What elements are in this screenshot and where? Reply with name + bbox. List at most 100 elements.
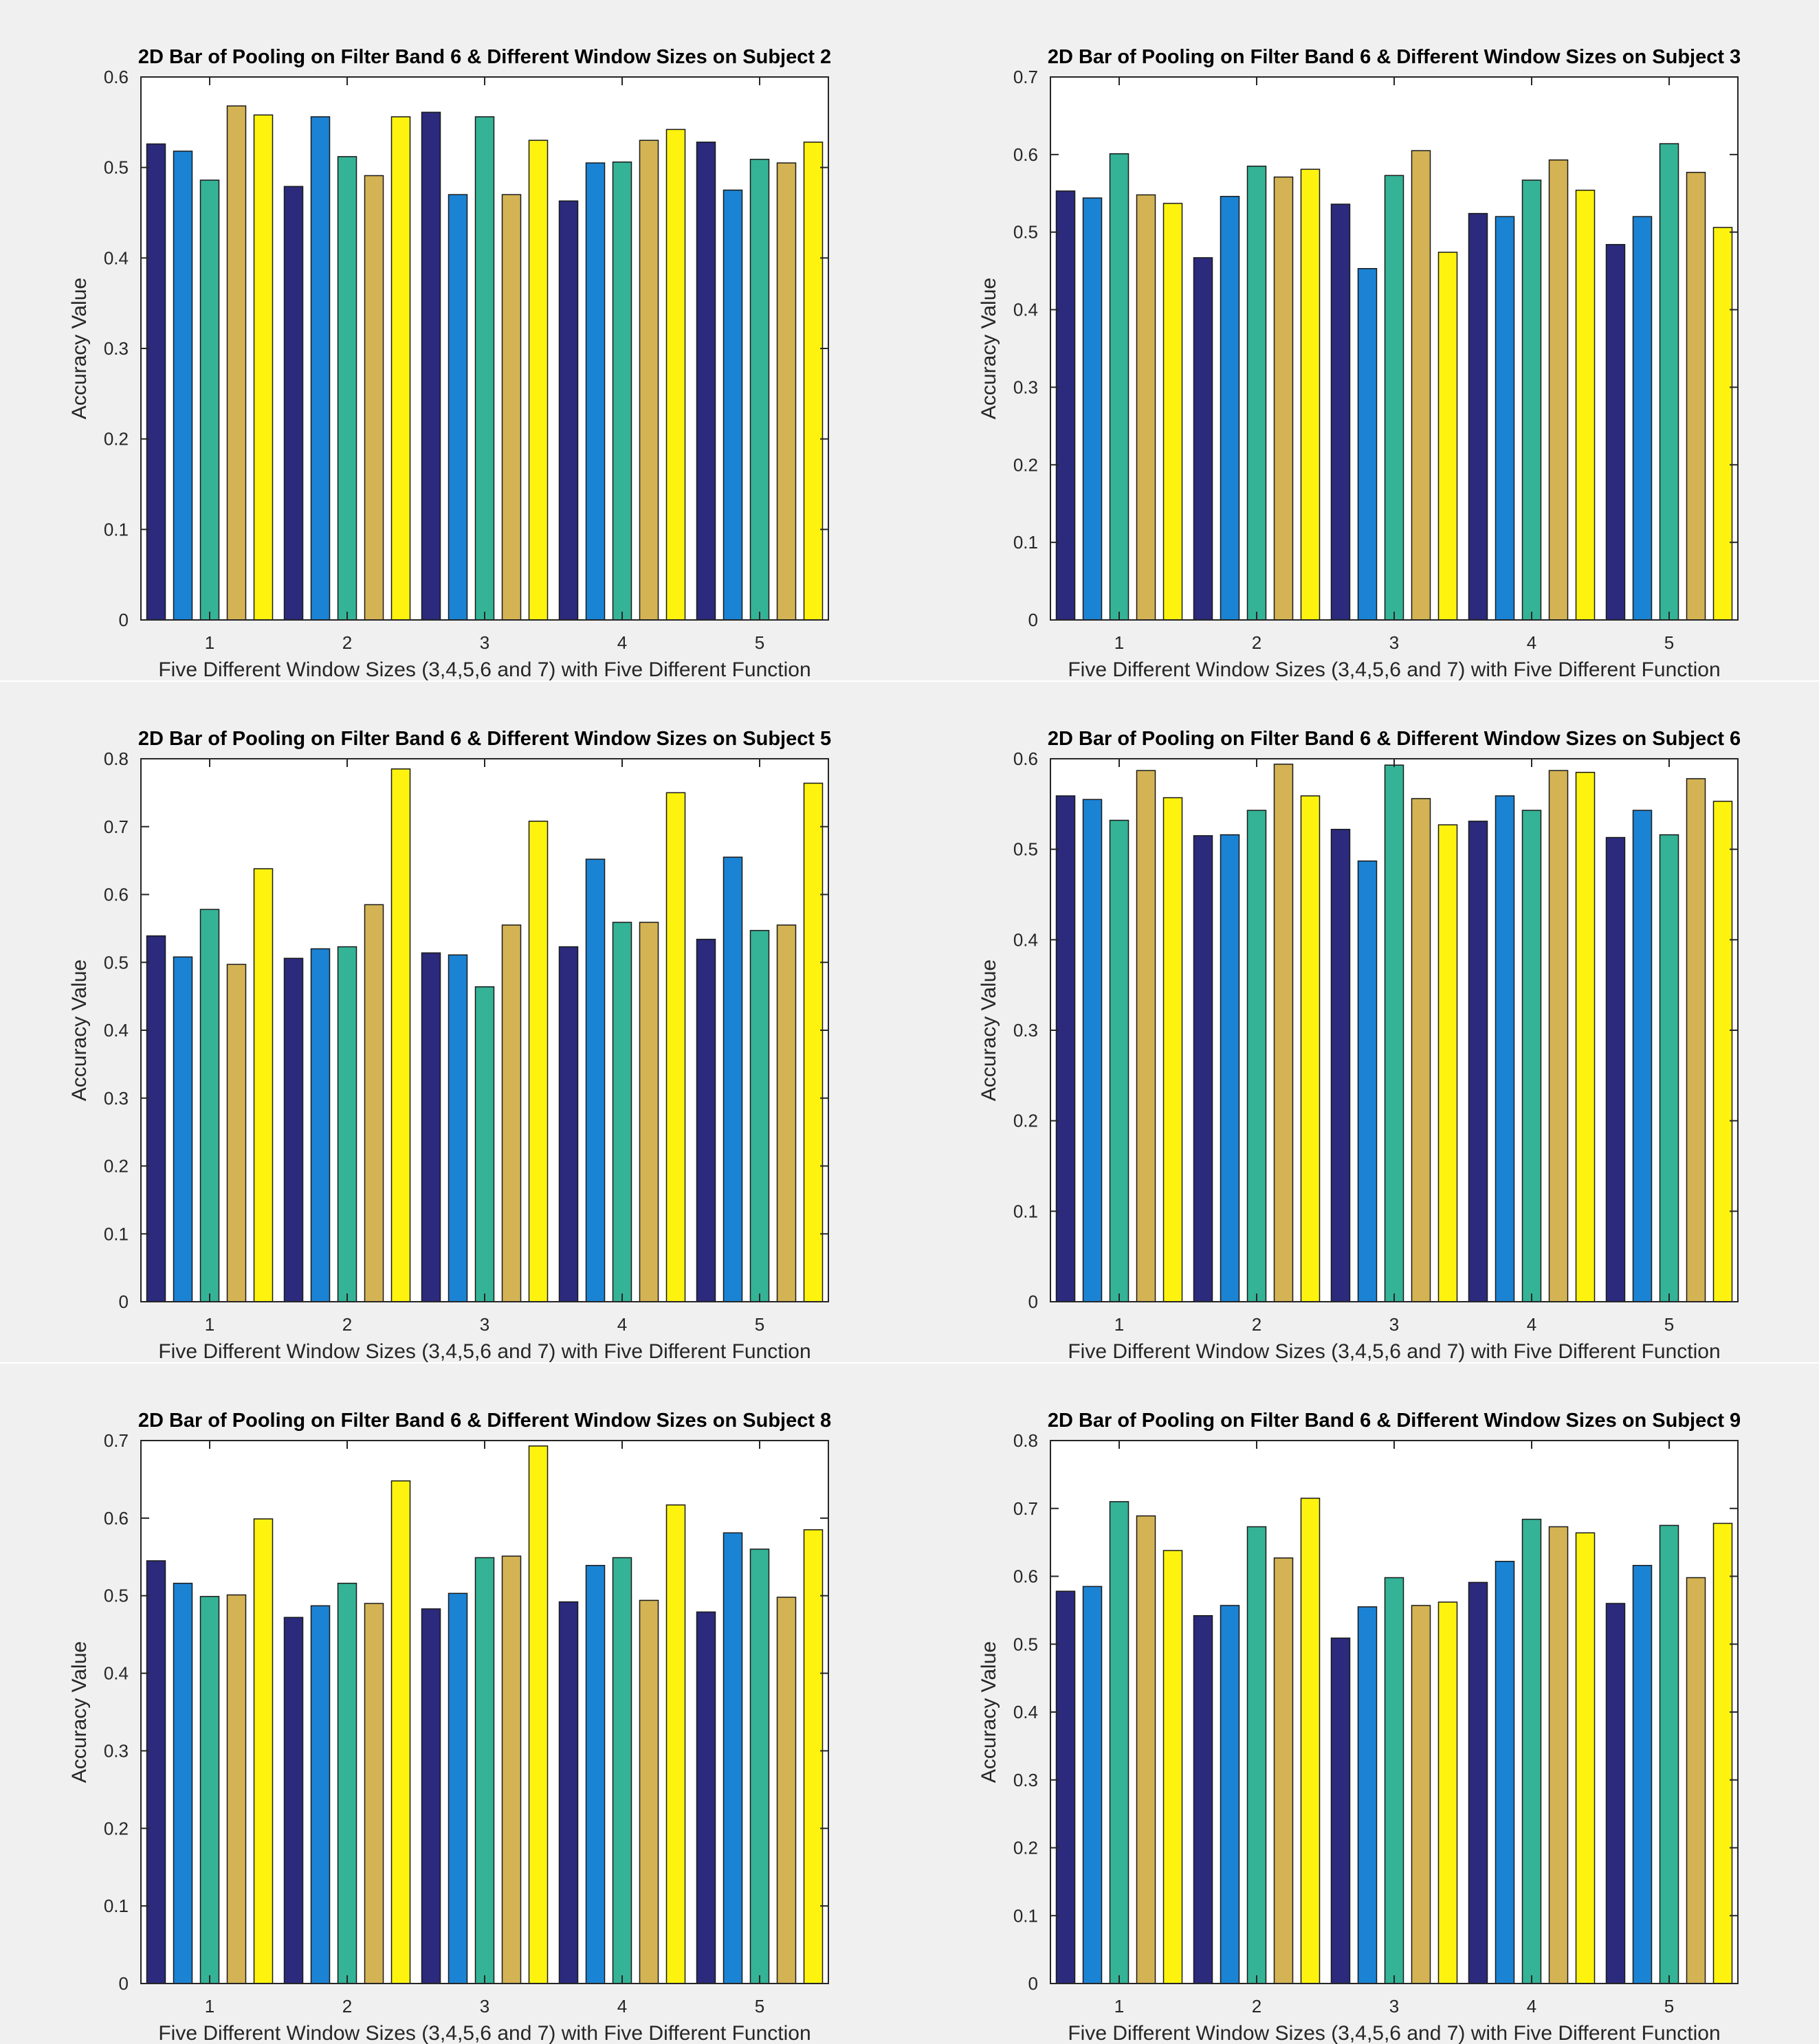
- bar-cat3-s4: [1411, 150, 1431, 621]
- bar-cat1-s4: [1136, 194, 1156, 621]
- y-tick-label: 0.6: [104, 1508, 129, 1529]
- chart-title: 2D Bar of Pooling on Filter Band 6 & Dif…: [1048, 728, 1741, 750]
- bar-cat5-s5: [803, 1529, 824, 1984]
- bar-cat1-s1: [146, 143, 166, 621]
- bar-cat3-s1: [1330, 1637, 1351, 1984]
- bar-cat2-s1: [283, 1617, 304, 1984]
- bar-cat4-s5: [1575, 772, 1596, 1302]
- x-axis-label: Five Different Window Sizes (3,4,5,6 and…: [1068, 1340, 1720, 1362]
- bar-cat2-s2: [1220, 834, 1240, 1302]
- bar-cat1-s2: [173, 956, 193, 1302]
- bar-cat1-s2: [1082, 1586, 1103, 1984]
- y-tick-label: 0.2: [1013, 1838, 1038, 1858]
- bar-cat4-s3: [612, 1557, 632, 1984]
- y-tick-label: 0.2: [104, 1818, 129, 1839]
- bar-cat4-s2: [1495, 216, 1515, 621]
- chart-title: 2D Bar of Pooling on Filter Band 6 & Dif…: [138, 728, 831, 750]
- bar-cat2-s2: [1220, 1605, 1240, 1984]
- bar-cat5-s5: [1712, 1522, 1733, 1984]
- y-tick-label: 0.2: [104, 1156, 129, 1177]
- bar-cat5-s2: [1632, 216, 1653, 621]
- bar-cat5-s5: [1712, 227, 1733, 621]
- bar-cat5-s2: [723, 189, 743, 621]
- bar-cat5-s2: [723, 856, 743, 1302]
- y-tick-label: 0.1: [104, 519, 129, 540]
- bar-cat3-s5: [1437, 1601, 1458, 1984]
- bar-cat3-s3: [474, 986, 495, 1302]
- y-tick-label: 0.3: [1013, 1770, 1038, 1790]
- bar-cat2-s4: [364, 1603, 384, 1984]
- bar-cat3-s4: [1411, 1605, 1431, 1984]
- x-tick-label: 1: [1114, 1996, 1124, 2017]
- x-tick-label: 3: [1389, 1314, 1399, 1335]
- bar-chart-svg: 0 0.1 0.2 0.3 0.4 0.5 0.6 0.7 0.8 1 2 3 4 5 2D Bar of …: [978, 1410, 1741, 2044]
- y-tick-label: 0.6: [104, 885, 129, 905]
- bar-chart-svg: 0 0.1 0.2 0.3 0.4 0.5 0.6 0.7 1 2 3 4 5 2D Bar of Poo…: [68, 1410, 831, 2044]
- bar-cat2-s2: [310, 116, 331, 621]
- bar-cat3-s5: [528, 140, 549, 621]
- y-tick-label: 0: [1028, 1973, 1038, 1994]
- y-tick-label: 0.4: [104, 247, 129, 268]
- bar-cat4-s1: [1468, 821, 1488, 1302]
- bar-cat4-s4: [1548, 159, 1569, 621]
- bar-cat3-s5: [528, 1445, 549, 1984]
- bar-cat3-s2: [448, 954, 468, 1302]
- bar-cat1-s2: [173, 1582, 193, 1984]
- y-tick-label: 0.4: [104, 1020, 129, 1041]
- bar-cat5-s1: [696, 1611, 716, 1984]
- y-tick-label: 0.5: [104, 952, 129, 973]
- bar-cat5-s3: [1659, 143, 1679, 621]
- bar-cat2-s3: [337, 156, 357, 621]
- bar-cat4-s5: [1575, 190, 1596, 621]
- bar-cat4-s5: [665, 1504, 686, 1984]
- bar-cat3-s1: [421, 1608, 441, 1984]
- y-tick-label: 0.4: [1013, 300, 1038, 320]
- x-tick-label: 4: [617, 632, 627, 653]
- bar-cat5-s5: [803, 142, 824, 621]
- y-tick-label: 0.7: [1013, 67, 1038, 87]
- bar-cat1-s2: [1082, 799, 1103, 1302]
- bar-cat3-s3: [474, 1557, 495, 1984]
- bar-cat1-s4: [226, 1594, 247, 1984]
- y-tick-label: 0.1: [1013, 532, 1038, 553]
- x-tick-label: 1: [205, 1314, 214, 1335]
- bar-cat4-s5: [665, 792, 686, 1302]
- bar-cat3-s1: [1330, 828, 1351, 1302]
- y-tick-label: 0.4: [104, 1663, 129, 1684]
- bar-cat2-s3: [337, 1582, 357, 1984]
- x-tick-label: 3: [480, 1996, 489, 2017]
- bar-cat1-s1: [1055, 190, 1076, 621]
- x-tick-label: 1: [1114, 1314, 1124, 1335]
- y-tick-label: 0: [119, 1291, 129, 1312]
- bar-cat2-s1: [283, 186, 304, 621]
- bar-cat4-s1: [558, 200, 579, 621]
- bar-cat3-s2: [448, 1592, 468, 1984]
- bar-cat3-s2: [1357, 1606, 1378, 1984]
- bar-cat5-s2: [1632, 810, 1653, 1302]
- x-tick-label: 3: [480, 1314, 489, 1335]
- bar-cat2-s1: [1193, 835, 1213, 1302]
- y-axis-label: Accuracy Value: [978, 1641, 1000, 1783]
- bar-cat2-s4: [1273, 764, 1294, 1302]
- bar-cat2-s5: [390, 1480, 411, 1984]
- y-tick-label: 0.5: [1013, 1634, 1038, 1654]
- bar-cat5-s2: [1632, 1564, 1653, 1984]
- bar-cat2-s5: [390, 116, 411, 621]
- y-tick-label: 0.1: [104, 1896, 129, 1916]
- y-tick-label: 0.2: [104, 429, 129, 449]
- y-tick-label: 0: [119, 1973, 129, 1994]
- x-tick-label: 1: [1114, 632, 1124, 653]
- x-tick-label: 5: [1664, 632, 1674, 653]
- chart-title: 2D Bar of Pooling on Filter Band 6 & Dif…: [1048, 1410, 1741, 1432]
- y-tick-label: 0.5: [1013, 839, 1038, 860]
- bar-cat1-s1: [1055, 1590, 1076, 1984]
- x-tick-label: 1: [205, 1996, 214, 2017]
- x-tick-label: 2: [342, 1996, 352, 2017]
- chart-title: 2D Bar of Pooling on Filter Band 6 & Dif…: [138, 46, 831, 68]
- bar-cat2-s4: [1273, 176, 1294, 621]
- bar-cat2-s5: [1300, 168, 1321, 621]
- y-tick-label: 0.5: [104, 1586, 129, 1606]
- bar-cat1-s5: [253, 1518, 274, 1984]
- bar-chart-svg: 0 0.1 0.2 0.3 0.4 0.5 0.6 0.7 1 2 3 4 5 2D Bar of Poo…: [978, 46, 1741, 680]
